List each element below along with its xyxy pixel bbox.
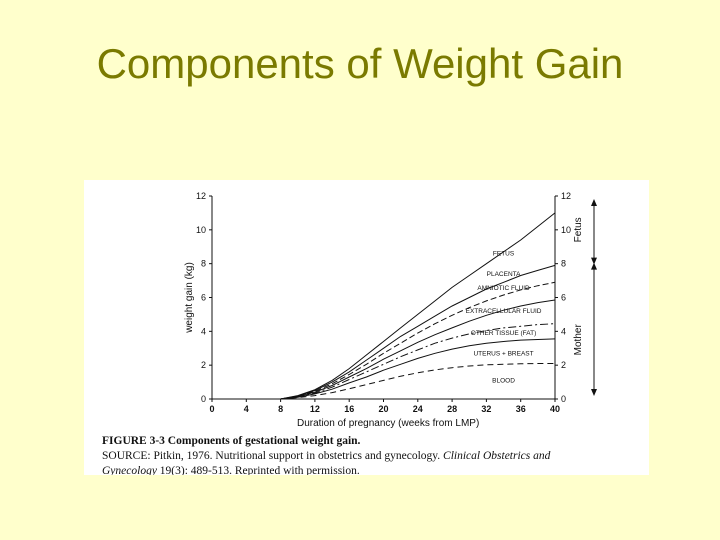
right-tick-label: 2 xyxy=(561,360,566,370)
caption-source-cont: Gynecology 19(3): 489-513. Reprinted wit… xyxy=(102,464,647,475)
y-tick-label: 6 xyxy=(201,293,206,303)
y-tick-label: 2 xyxy=(201,360,206,370)
figure-panel: 0 2 4 6 8 10 12 0 4 8 12 16 20 24 28 32 36 40 0 2 4 6 8 10 12 Dur… xyxy=(84,180,649,475)
y-tick-label: 0 xyxy=(201,394,206,404)
series-line-uterus-breast xyxy=(280,338,556,400)
right-tick-label: 0 xyxy=(561,394,566,404)
caption-source-suffix: 19(3): 489-513. Reprinted with permissio… xyxy=(159,465,360,475)
x-tick-label: 28 xyxy=(447,404,457,414)
y-axis-label: weight gain (kg) xyxy=(184,262,195,334)
right-tick-label: 10 xyxy=(561,225,571,235)
y-tick-label: 12 xyxy=(196,191,206,201)
caption-journal-part1: Clinical Obstetrics and xyxy=(443,450,551,462)
right-tick-label: 8 xyxy=(561,259,566,269)
right-tick-label: 6 xyxy=(561,293,566,303)
right-tick-label: 4 xyxy=(561,326,566,336)
x-tick-label: 16 xyxy=(344,404,354,414)
arrow-down-icon xyxy=(591,389,597,396)
y-tick-label: 10 xyxy=(196,225,206,235)
fetus-label: Fetus xyxy=(573,217,584,242)
series-label-other-tissue-fat-: OTHER TISSUE (FAT) xyxy=(471,330,537,337)
x-tick-label: 36 xyxy=(516,404,526,414)
series-label-placenta: PLACENTA xyxy=(487,271,521,278)
arrow-divider-down-icon xyxy=(591,257,597,265)
caption-journal-part2: Gynecology xyxy=(102,465,157,475)
series-line-blood xyxy=(280,363,555,400)
caption-title: FIGURE 3-3 Components of gestational wei… xyxy=(102,435,361,447)
arrow-divider-up-icon xyxy=(591,262,597,270)
caption-source-prefix: SOURCE: Pitkin, 1976. Nutritional suppor… xyxy=(102,450,441,462)
x-tick-label: 32 xyxy=(481,404,491,414)
series-line-placenta xyxy=(280,264,556,400)
x-tick-label: 12 xyxy=(310,404,320,414)
x-tick-label: 4 xyxy=(244,404,249,414)
y-tick-label: 8 xyxy=(201,259,206,269)
mother-label: Mother xyxy=(573,324,584,356)
slide-title: Components of Weight Gain xyxy=(96,40,624,87)
series-line-extracellular-fluid xyxy=(280,299,556,400)
figure-caption: FIGURE 3-3 Components of gestational wei… xyxy=(102,434,647,475)
series-label-uterus-breast: UTERUS + BREAST xyxy=(473,350,533,357)
arrow-up-icon xyxy=(591,199,597,206)
x-tick-label: 8 xyxy=(278,404,283,414)
x-axis-label: Duration of pregnancy (weeks from LMP) xyxy=(297,418,479,429)
series-label-fetus: FETUS xyxy=(493,251,515,258)
x-tick-label: 20 xyxy=(378,404,388,414)
right-tick-label: 12 xyxy=(561,191,571,201)
series-label-extracellular-fluid: EXTRACELLULAR FLUID xyxy=(466,308,542,315)
caption-source: SOURCE: Pitkin, 1976. Nutritional suppor… xyxy=(102,449,647,464)
series-label-amniotic-fluid: AMNIOTIC FLUID xyxy=(477,285,530,292)
series-label-blood: BLOOD xyxy=(492,377,515,384)
x-tick-label: 40 xyxy=(550,404,560,414)
x-tick-label: 0 xyxy=(209,404,214,414)
series-line-fetus xyxy=(280,212,556,400)
y-tick-label: 4 xyxy=(201,326,206,336)
x-tick-label: 24 xyxy=(413,404,423,414)
series-line-other-tissue-fat- xyxy=(280,323,556,400)
series-line-amniotic-fluid xyxy=(280,281,556,400)
